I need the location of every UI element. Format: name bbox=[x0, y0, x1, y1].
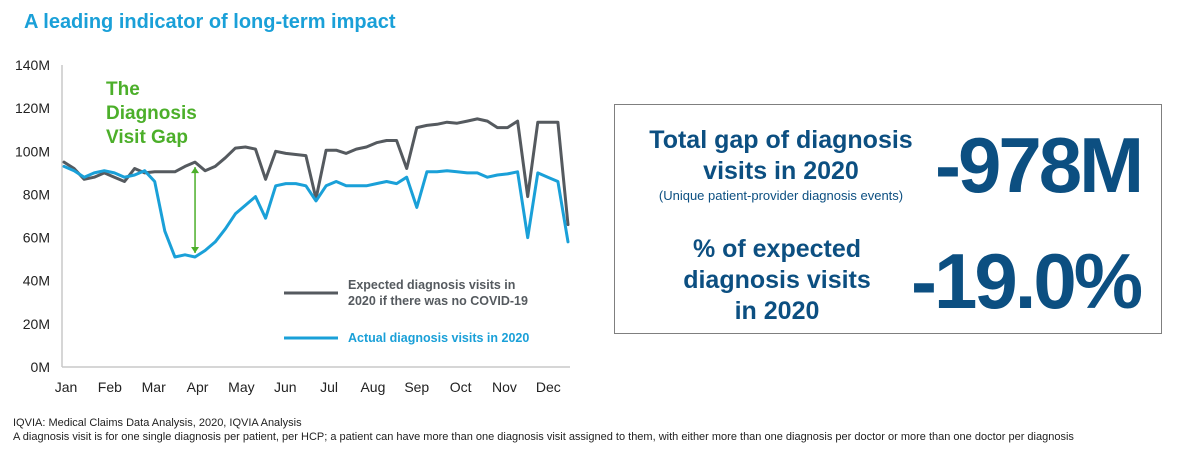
y-tick-label: 40M bbox=[23, 273, 50, 289]
gap-annotation-label: Visit Gap bbox=[106, 127, 188, 148]
y-tick-label: 100M bbox=[15, 143, 50, 159]
pct-label-line-2: diagnosis visits bbox=[683, 266, 871, 294]
x-tick-label: Nov bbox=[492, 379, 517, 395]
x-tick-label: Oct bbox=[450, 379, 472, 395]
footnote-definition: A diagnosis visit is for one single diag… bbox=[13, 431, 1074, 443]
pct-label: % of expected diagnosis visits in 2020 bbox=[645, 234, 909, 327]
x-tick-label: Jul bbox=[320, 379, 338, 395]
series-line-actual bbox=[62, 164, 570, 259]
pct-value: -19.0% bbox=[911, 237, 1143, 325]
x-tick-label: Apr bbox=[187, 379, 209, 395]
line-chart: 0M 20M 40M 60M 80M 100M 120M 140M Jan Feb Mar Apr Ma… bbox=[15, 57, 570, 395]
x-tick-label: Jun bbox=[274, 379, 297, 395]
gap-annotation-label: The bbox=[106, 79, 140, 100]
x-tick-label: Aug bbox=[360, 379, 385, 395]
legend-label-expected-line-2: 2020 if there was no COVID-19 bbox=[348, 294, 528, 308]
pct-label-line-3: in 2020 bbox=[734, 297, 820, 325]
y-tick-label: 60M bbox=[23, 230, 50, 246]
y-tick-label: 20M bbox=[23, 316, 50, 332]
legend-label-expected-line-1: Expected diagnosis visits in bbox=[348, 278, 515, 292]
x-tick-label: Jan bbox=[55, 379, 78, 395]
gap-label: Total gap of diagnosis visits in 2020 bbox=[631, 125, 931, 187]
gap-label-line-2: visits in 2020 bbox=[703, 157, 859, 185]
x-tick-label: May bbox=[228, 379, 254, 395]
y-tick-label: 0M bbox=[31, 359, 50, 375]
gap-annotation-label: Diagnosis bbox=[106, 103, 197, 124]
y-tick-label: 140M bbox=[15, 57, 50, 73]
x-tick-label: Sep bbox=[404, 379, 429, 395]
x-tick-label: Feb bbox=[98, 379, 122, 395]
legend-label-actual: Actual diagnosis visits in 2020 bbox=[348, 331, 529, 345]
y-tick-label: 120M bbox=[15, 100, 50, 116]
gap-label-line-1: Total gap of diagnosis bbox=[649, 126, 913, 154]
y-tick-label: 80M bbox=[23, 186, 50, 202]
pct-label-line-1: % of expected bbox=[692, 235, 862, 263]
footnote-source: IQVIA: Medical Claims Data Analysis, 202… bbox=[13, 417, 302, 429]
x-tick-label: Mar bbox=[142, 379, 166, 395]
x-tick-label: Dec bbox=[536, 379, 561, 395]
gap-arrow-head-bottom bbox=[191, 246, 200, 253]
gap-sublabel: (Unique patient-provider diagnosis event… bbox=[658, 188, 904, 203]
page-title: A leading indicator of long-term impact bbox=[24, 11, 396, 33]
gap-arrow-head-top bbox=[191, 167, 200, 174]
gap-value: -978M bbox=[935, 121, 1144, 209]
stats-panel: Total gap of diagnosis visits in 2020 (U… bbox=[614, 104, 1162, 334]
